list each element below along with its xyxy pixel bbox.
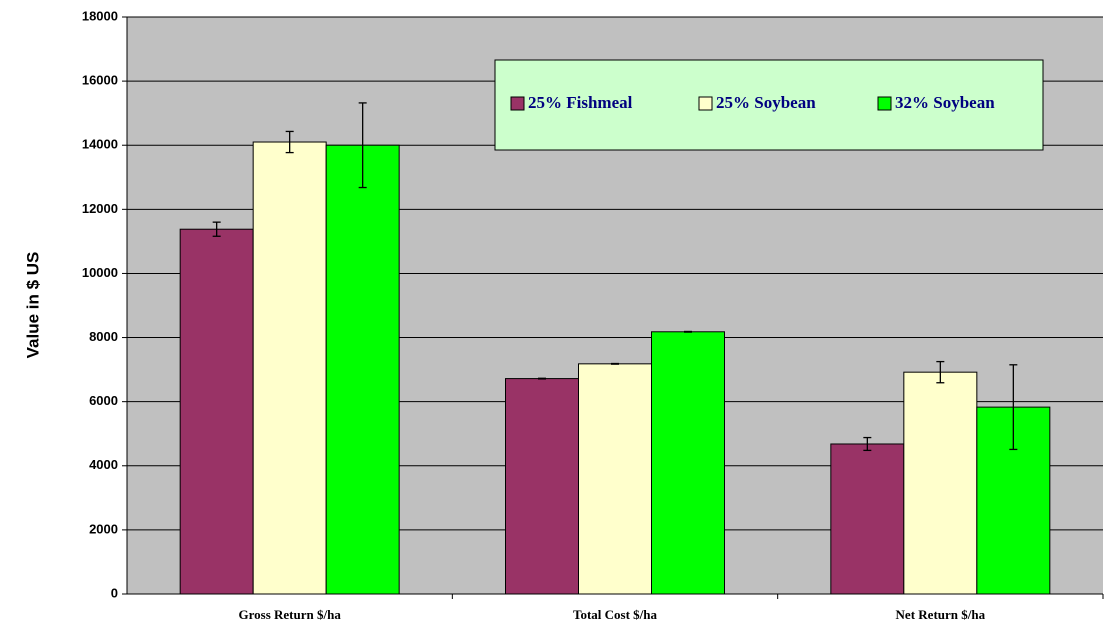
- error-bar: [936, 360, 945, 384]
- y-axis-label: Value in $ US: [23, 252, 42, 359]
- bar: [651, 331, 725, 595]
- legend-label: 25% Soybean: [716, 93, 816, 112]
- bar: [252, 141, 327, 595]
- y-tick-label: 14000: [82, 137, 118, 152]
- legend-swatch: [510, 96, 525, 111]
- legend-swatch: [698, 96, 713, 111]
- y-tick-label: 2000: [89, 521, 118, 536]
- y-tick-label: 12000: [82, 201, 118, 216]
- y-tick-label: 0: [111, 585, 118, 600]
- y-tick-label: 8000: [89, 329, 118, 344]
- bar: [578, 363, 652, 595]
- error-bar: [212, 221, 221, 237]
- bar: [325, 144, 400, 595]
- y-tick-label: 18000: [82, 8, 118, 23]
- legend-swatch: [877, 96, 892, 111]
- bar: [903, 371, 978, 595]
- error-bar: [1009, 364, 1018, 451]
- error-bar: [358, 102, 367, 189]
- error-bar: [684, 330, 692, 333]
- error-bar: [285, 130, 294, 154]
- y-tick-label: 4000: [89, 457, 118, 472]
- error-bar: [538, 377, 546, 380]
- x-tick-label: Gross Return $/ha: [239, 607, 342, 622]
- y-tick-label: 16000: [82, 73, 118, 88]
- error-bar: [611, 362, 619, 365]
- error-bar: [863, 436, 872, 452]
- legend: [494, 59, 1044, 151]
- legend-label: 32% Soybean: [895, 93, 995, 112]
- bar: [505, 378, 579, 595]
- x-tick-label: Net Return $/ha: [896, 607, 986, 622]
- y-tick-label: 6000: [89, 393, 118, 408]
- legend-label: 25% Fishmeal: [528, 93, 633, 112]
- bar: [179, 228, 254, 595]
- bar: [830, 443, 905, 595]
- y-tick-label: 10000: [82, 265, 118, 280]
- x-tick-label: Total Cost $/ha: [573, 607, 658, 622]
